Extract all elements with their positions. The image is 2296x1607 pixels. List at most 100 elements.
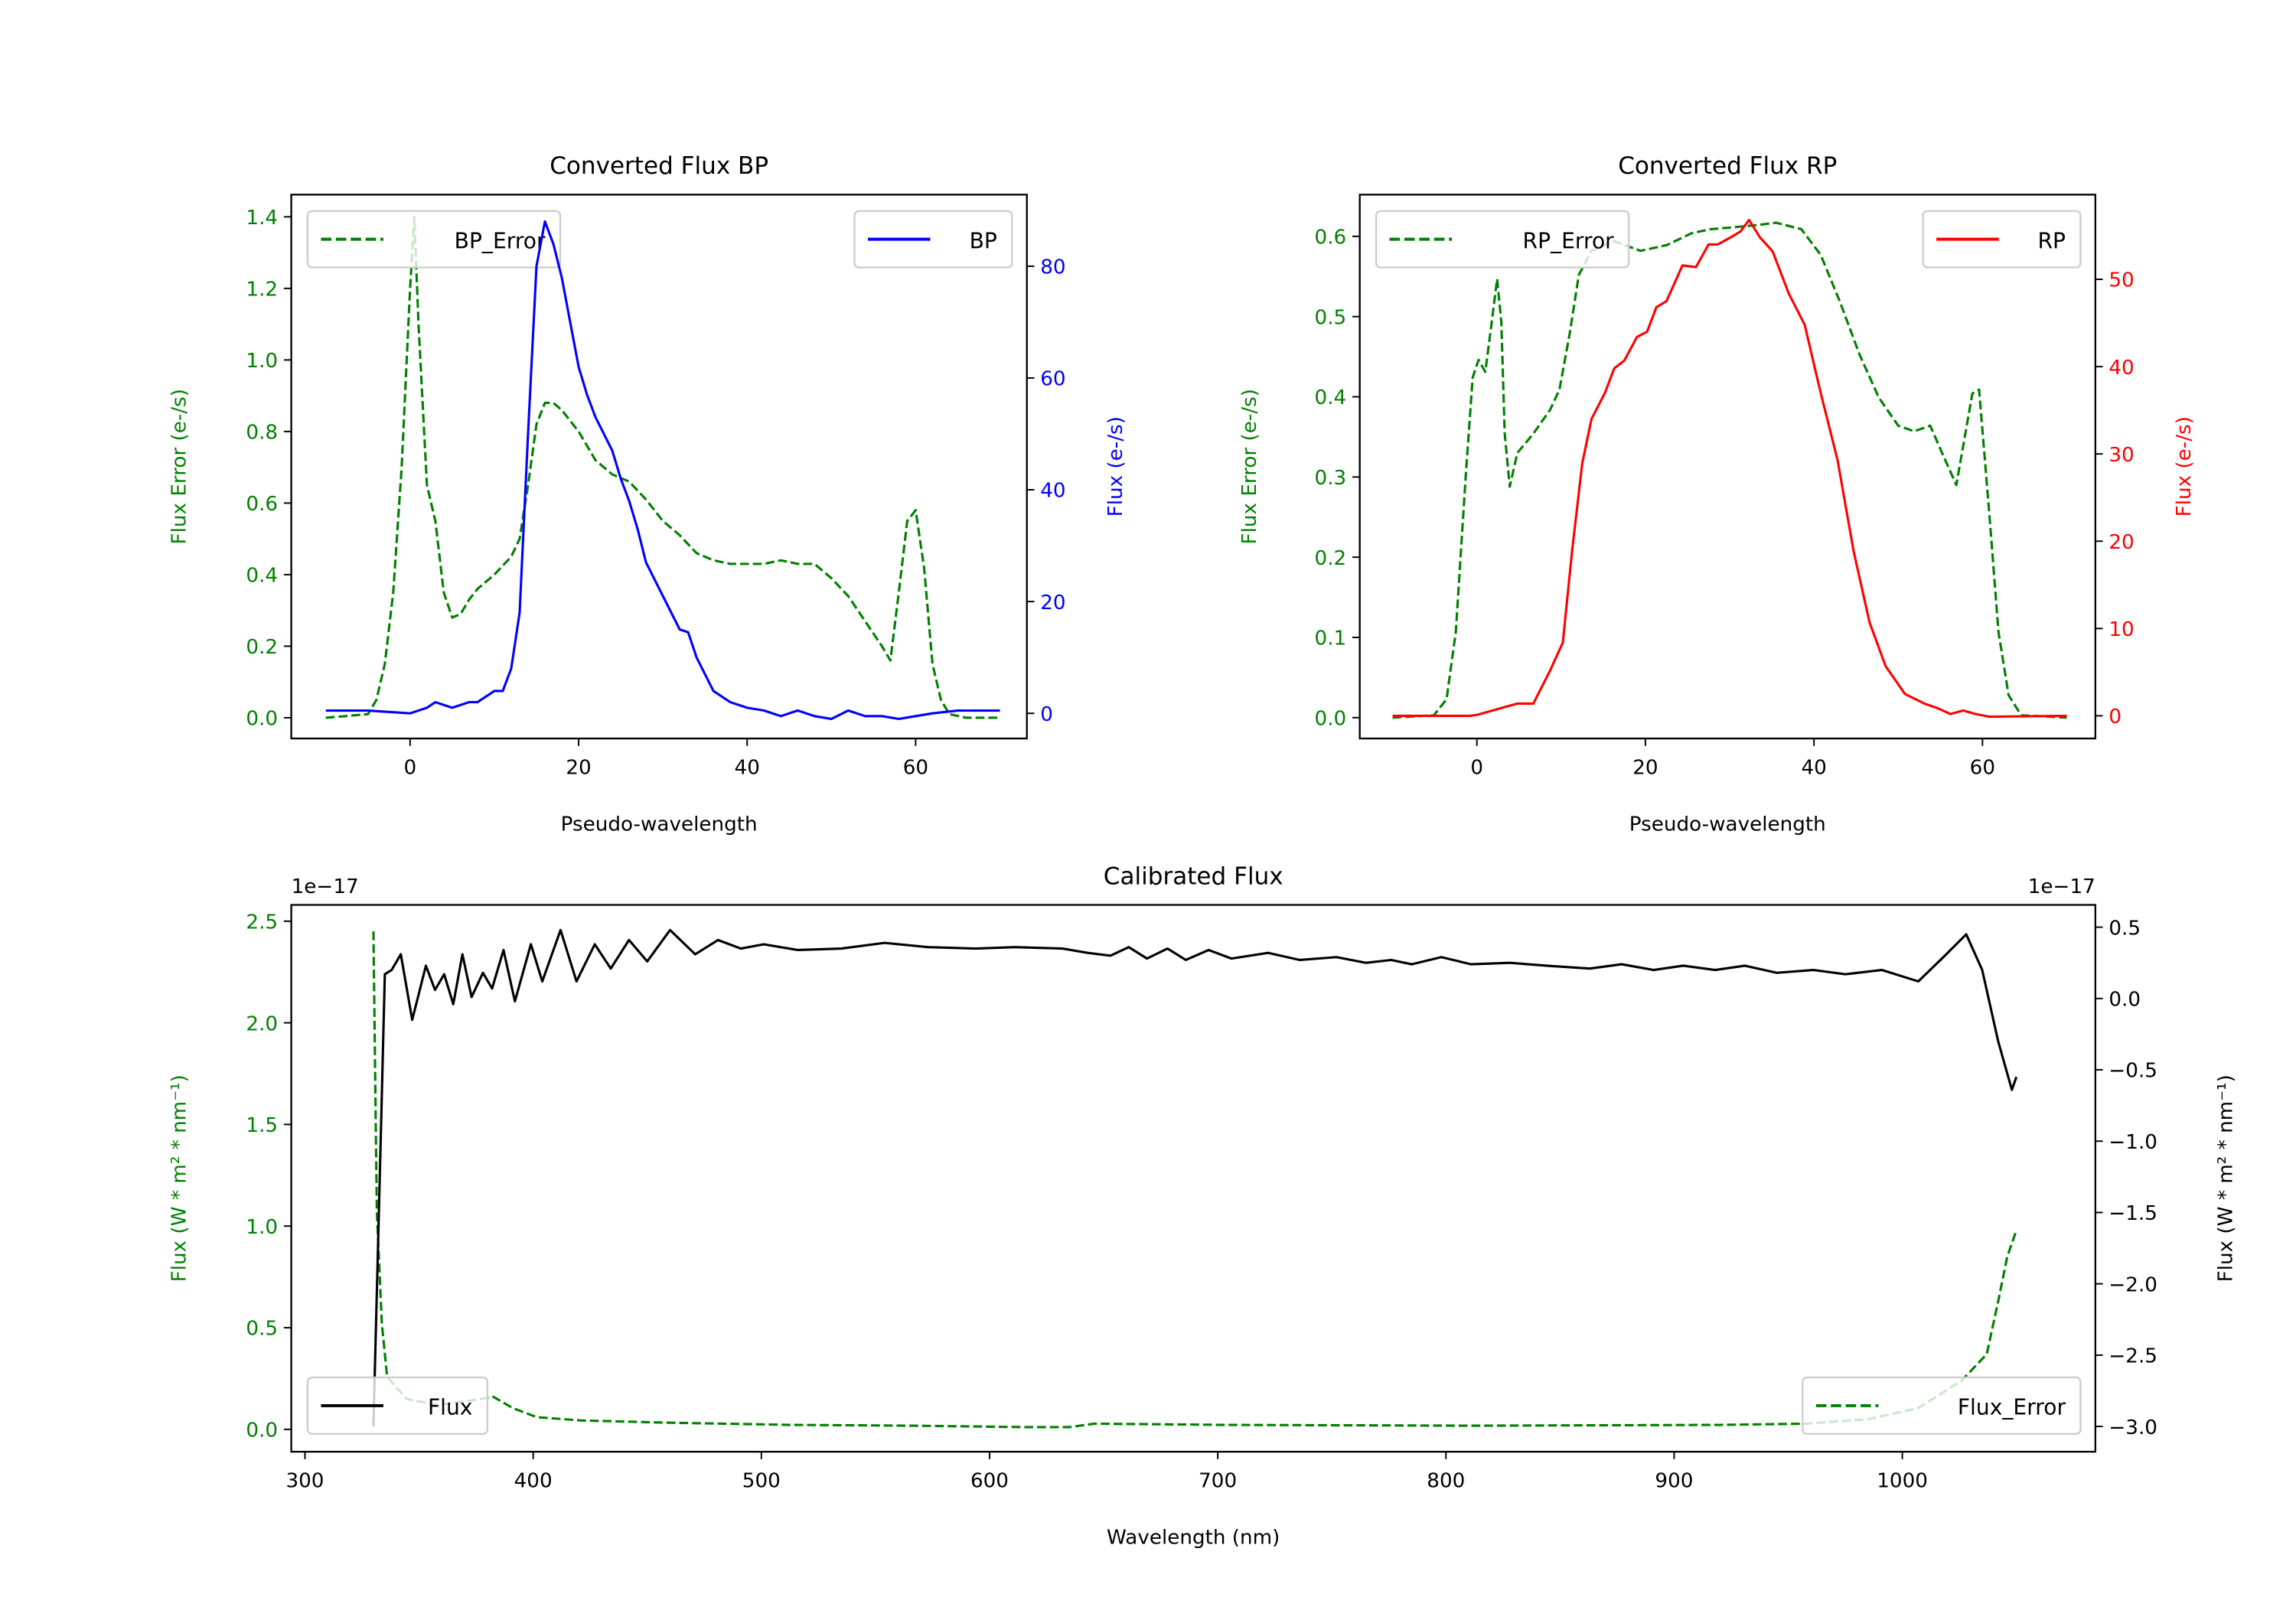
x-tick-label: 60 [903, 757, 928, 780]
x-tick-label: 60 [1970, 757, 1995, 780]
right-axis-tick-label: 0 [1040, 703, 1053, 726]
chart-title: Calibrated Flux [1104, 862, 1283, 890]
legend-flux-error: Flux_Error [1802, 1376, 2082, 1435]
right-axis-tick-label: 0.0 [2108, 989, 2141, 1012]
x-tick-label: 700 [1199, 1470, 1237, 1493]
x-tick-label: 0 [403, 757, 416, 780]
left-axis-tick-label: 0.0 [246, 1420, 278, 1442]
x-tick-label: 1000 [1877, 1470, 1928, 1493]
chart-panel-0: BP_Error BP 0 20 40 60 0.0 0.2 0.4 0.6 0.8 1.0 1.2 1.… [168, 152, 1127, 836]
left-axis-tick-label: 1.4 [246, 207, 278, 230]
left-axis-tick-label: 1.0 [246, 1216, 278, 1239]
left-axis-tick-label: 0.4 [246, 565, 278, 588]
left-axis-tick-label: 0.2 [246, 636, 278, 659]
x-tick-label: 400 [514, 1470, 553, 1493]
legend-box [1922, 210, 2082, 269]
x-axis-label: Wavelength (nm) [1107, 1526, 1280, 1549]
right-axis-offset-text: 1e−17 [2028, 875, 2095, 898]
left-axis-tick-label: 2.5 [246, 911, 278, 934]
right-axis-tick-label: 20 [2108, 531, 2134, 554]
right-axis-tick-label: 40 [1040, 480, 1065, 503]
x-tick-label: 600 [970, 1470, 1009, 1493]
left-axis-tick-label: 0.1 [1315, 627, 1347, 650]
x-tick-label: 900 [1655, 1470, 1693, 1493]
x-tick-label: 20 [566, 757, 591, 780]
legend-bp: BP [853, 210, 1013, 269]
x-tick-label: 300 [285, 1470, 324, 1493]
chart-title: Converted Flux RP [1618, 152, 1837, 180]
legend-box [1802, 1376, 2082, 1435]
legend-flux: Flux [306, 1376, 489, 1435]
right-axis-tick-label: 0.5 [2108, 917, 2141, 940]
x-axis-label: Pseudo-wavelength [1629, 813, 1826, 836]
right-axis-tick-label: −3.0 [2108, 1416, 2157, 1439]
x-tick-label: 500 [742, 1470, 781, 1493]
left-axis-label: Flux Error (e-/s) [168, 389, 191, 545]
right-axis-tick-label: 20 [1040, 592, 1065, 614]
right-axis-label: Flux (e-/s) [2173, 416, 2196, 517]
left-axis-tick-label: 0.0 [1315, 708, 1347, 731]
series-line-rp [1392, 218, 2067, 719]
legend-label: BP [970, 228, 997, 253]
legend-label: RP_Error [1523, 228, 1615, 253]
left-axis-tick-label: 1.5 [246, 1114, 278, 1137]
left-axis-label: Flux (W * m² * nm⁻¹) [168, 1074, 191, 1282]
right-axis-tick-label: 50 [2108, 269, 2134, 292]
legend-rp: RP [1922, 210, 2082, 269]
right-axis-tick-label: −2.5 [2108, 1345, 2157, 1368]
legend-label: Flux [428, 1395, 473, 1420]
legend-label: RP [2037, 228, 2066, 253]
series-line-rp-error [1392, 221, 2067, 719]
x-tick-label: 40 [1801, 757, 1826, 780]
right-axis-tick-label: 40 [2108, 357, 2134, 380]
chart-title: Converted Flux BP [550, 152, 768, 180]
left-axis-tick-label: 2.0 [246, 1012, 278, 1035]
left-axis-tick-label: 0.3 [1315, 467, 1347, 490]
right-axis-tick-label: −1.5 [2108, 1202, 2157, 1225]
left-axis-tick-label: 0.5 [1315, 306, 1347, 329]
axes-frame [1358, 194, 2097, 740]
chart-panel-1: RP_Error RP 0 20 40 60 0.0 0.1 0.2 0.3 0.4 0.5 0.6 Fl… [1238, 152, 2196, 836]
x-tick-label: 0 [1470, 757, 1483, 780]
right-axis-tick-label: 10 [2108, 618, 2134, 641]
left-axis-tick-label: 0.0 [246, 708, 278, 731]
axes-frame [290, 194, 1028, 740]
right-axis-label: Flux (W * m² * nm⁻¹) [2215, 1074, 2238, 1282]
legend-box [306, 1376, 489, 1435]
x-tick-label: 40 [735, 757, 760, 780]
legend-rp-error: RP_Error [1375, 210, 1630, 269]
right-axis-tick-label: 0 [2108, 706, 2122, 729]
series-line-flux [372, 928, 2018, 1427]
legend-box [1375, 210, 1630, 269]
left-axis-tick-label: 0.8 [246, 422, 278, 445]
right-axis-tick-label: 80 [1040, 256, 1065, 279]
right-axis-tick-label: −0.5 [2108, 1060, 2157, 1083]
right-axis-tick-label: −1.0 [2108, 1131, 2157, 1154]
x-axis-label: Pseudo-wavelength [561, 813, 758, 836]
legend-label: BP_Error [455, 228, 546, 253]
x-tick-label: 800 [1427, 1470, 1465, 1493]
left-axis-tick-label: 0.5 [246, 1318, 278, 1341]
left-axis-tick-label: 1.0 [246, 350, 278, 373]
left-axis-tick-label: 0.6 [246, 493, 278, 516]
right-axis-tick-label: −2.0 [2108, 1273, 2157, 1296]
chart-panel-2: Flux_Error Flux 300 400 500 600 700 800 900 1000 0… [168, 862, 2238, 1549]
left-axis-tick-label: 0.6 [1315, 227, 1347, 249]
right-axis-tick-label: 60 [1040, 368, 1065, 391]
left-axis-tick-label: 0.4 [1315, 386, 1347, 409]
series-line-bp-error [325, 215, 1000, 719]
legend-box [853, 210, 1013, 269]
left-axis-label: Flux Error (e-/s) [1238, 389, 1261, 545]
legend-box [306, 210, 562, 269]
right-axis-tick-label: 30 [2108, 444, 2134, 467]
left-axis-tick-label: 0.2 [1315, 547, 1347, 570]
legend-label: Flux_Error [1958, 1395, 2066, 1420]
axes-frame [290, 904, 2097, 1453]
series-line-bp [325, 220, 1000, 721]
right-axis-label: Flux (e-/s) [1104, 416, 1127, 517]
x-tick-label: 20 [1632, 757, 1658, 780]
left-axis-tick-label: 1.2 [246, 279, 278, 302]
left-axis-offset-text: 1e−17 [292, 875, 359, 898]
legend-bp-error: BP_Error [306, 210, 562, 269]
